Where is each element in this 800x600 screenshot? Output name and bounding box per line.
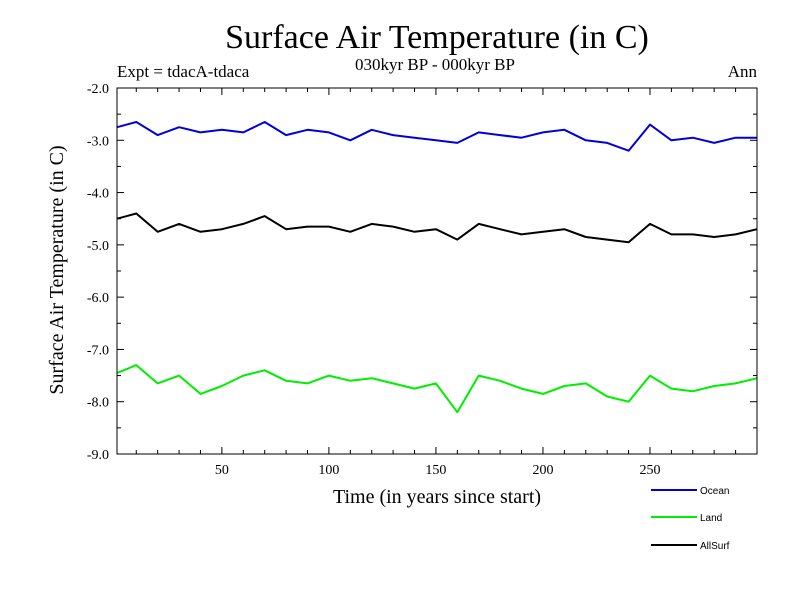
- y-tick-label: -4.0: [87, 187, 109, 202]
- y-tick-label: -5.0: [87, 239, 109, 254]
- y-tick-label: -3.0: [87, 134, 109, 149]
- plot-frame: [116, 87, 758, 455]
- experiment-label: Expt = tdacA-tdaca: [117, 62, 250, 81]
- x-tick-label: 100: [318, 463, 339, 478]
- legend-label: AllSurf: [700, 541, 730, 552]
- x-tick-label: 50: [215, 463, 229, 478]
- ticks-layer: -9.0 -8.0 -7.0 -6.0 -5.0 -4.0 -3.0 -2.0 50 100 150…: [87, 82, 757, 478]
- x-axis-label: Time (in years since start): [333, 486, 541, 508]
- legend: Ocean Land AllSurf: [651, 486, 730, 552]
- x-tick-label: 150: [425, 463, 446, 478]
- y-tick-label: -2.0: [87, 82, 109, 97]
- series-line-land: [116, 364, 758, 414]
- y-tick-label: -7.0: [87, 343, 109, 358]
- season-label: Ann: [728, 62, 758, 81]
- y-tick-label: -9.0: [87, 448, 109, 463]
- chart-subtitle: 030kyr BP - 000kyr BP: [355, 55, 515, 74]
- y-axis-label: Surface Air Temperature (in C): [46, 145, 68, 394]
- x-tick-label: 250: [639, 463, 660, 478]
- chart-title: Surface Air Temperature (in C): [225, 19, 649, 56]
- series-layer: [116, 121, 758, 414]
- y-tick-label: -8.0: [87, 396, 109, 411]
- x-tick-label: 200: [532, 463, 553, 478]
- series-line-ocean: [116, 121, 757, 152]
- legend-label: Ocean: [700, 486, 729, 497]
- y-tick-label: -6.0: [87, 291, 109, 306]
- series-line-allsurf: [116, 212, 758, 244]
- legend-label: Land: [700, 513, 722, 524]
